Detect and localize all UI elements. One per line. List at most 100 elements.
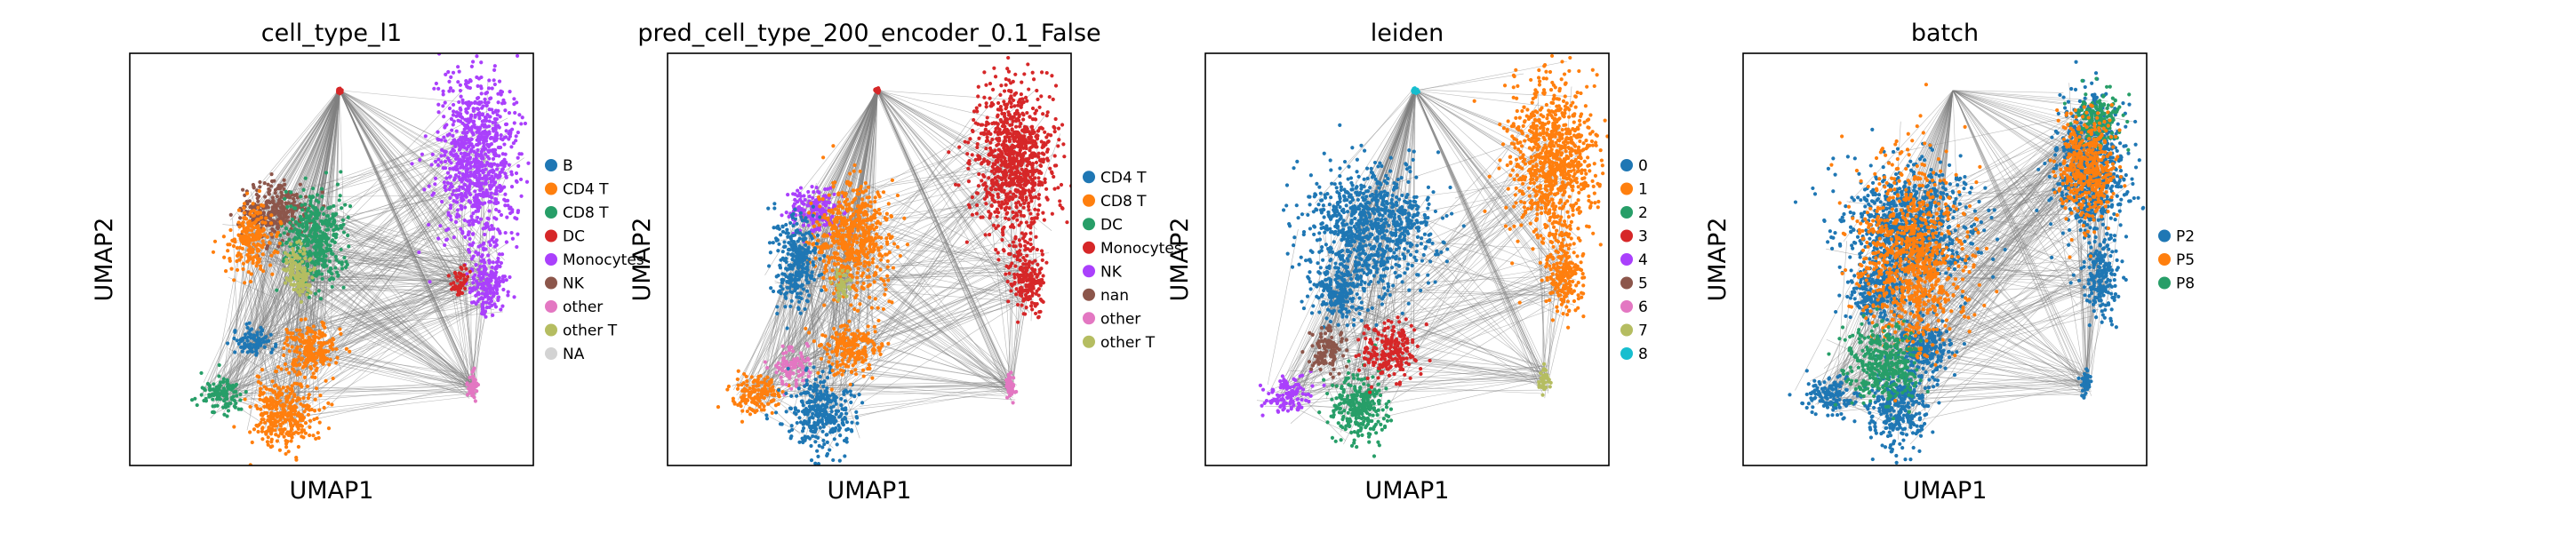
- scatter-point: [321, 211, 326, 217]
- scatter-point: [1027, 208, 1031, 212]
- scatter-point: [248, 205, 252, 210]
- scatter-point: [1030, 124, 1035, 129]
- scatter-point: [466, 274, 470, 279]
- scatter-point: [473, 157, 477, 162]
- scatter-point: [1017, 209, 1021, 214]
- scatter-point: [1011, 240, 1016, 244]
- scatter-point: [282, 231, 286, 235]
- scatter-point: [314, 234, 318, 238]
- scatter-point: [464, 195, 468, 199]
- scatter-point: [451, 89, 455, 93]
- scatter-point: [279, 221, 284, 226]
- scatter-point: [262, 345, 267, 349]
- graph-edge: [221, 279, 461, 399]
- scatter-point: [473, 199, 477, 204]
- scatter-point: [288, 410, 293, 415]
- scatter-point: [499, 212, 504, 218]
- scatter-point: [468, 182, 472, 187]
- graph-edge: [876, 89, 999, 141]
- scatter-point: [306, 340, 310, 345]
- scatter-point: [1002, 89, 1007, 93]
- scatter-point: [1042, 140, 1046, 146]
- scatter-point: [324, 378, 328, 383]
- scatter-point: [461, 159, 467, 163]
- graph-edge: [803, 90, 878, 410]
- scatter-point: [260, 368, 265, 372]
- graph-edge: [876, 90, 1008, 170]
- scatter-point: [207, 394, 212, 399]
- graph-edge: [876, 90, 1023, 313]
- scatter-point: [485, 216, 490, 220]
- scatter-point: [270, 210, 275, 214]
- scatter-point: [328, 338, 332, 343]
- graph-edge: [832, 263, 1028, 413]
- graph-edge: [339, 90, 458, 284]
- scatter-point: [996, 200, 1001, 204]
- scatter-point: [504, 129, 508, 133]
- scatter-point: [346, 233, 350, 238]
- scatter-point: [232, 278, 236, 282]
- scatter-point: [223, 402, 228, 408]
- legend-marker: [545, 300, 557, 313]
- scatter-point: [346, 215, 350, 219]
- scatter-point: [1004, 83, 1008, 87]
- scatter-point: [486, 131, 491, 137]
- scatter-point: [251, 259, 255, 263]
- scatter-point: [418, 157, 422, 163]
- legend-item: other T: [545, 322, 618, 340]
- scatter-point: [289, 335, 293, 339]
- scatter-point: [268, 399, 272, 403]
- scatter-point: [469, 147, 474, 152]
- scatter-point: [468, 103, 472, 107]
- scatter-point: [1014, 204, 1019, 209]
- scatter-point: [240, 246, 245, 251]
- scatter-point: [443, 159, 448, 164]
- graph-edge: [854, 239, 1012, 384]
- scatter-point: [284, 442, 289, 446]
- scatter-point: [499, 307, 503, 312]
- scatter-point: [348, 349, 352, 354]
- legend-item: other: [545, 298, 603, 316]
- scatter-point: [976, 94, 980, 99]
- scatter-point: [1007, 198, 1012, 203]
- scatter-point: [471, 211, 476, 216]
- scatter-point: [341, 222, 346, 227]
- scatter-point: [450, 128, 454, 132]
- graph-edge: [298, 348, 474, 387]
- scatter-point: [308, 326, 312, 331]
- scatter-point: [297, 354, 301, 359]
- scatter-point: [990, 121, 995, 126]
- scatter-point: [502, 142, 507, 147]
- graph-edge: [760, 382, 1016, 401]
- graph-edge: [247, 232, 484, 260]
- scatter-point: [450, 140, 454, 146]
- scatter-point: [449, 218, 453, 222]
- scatter-point: [343, 265, 348, 270]
- scatter-point: [493, 123, 498, 128]
- scatter-point: [211, 250, 216, 254]
- scatter-point: [276, 225, 281, 229]
- scatter-point: [277, 187, 283, 191]
- scatter-point: [469, 300, 475, 305]
- scatter-point: [288, 195, 292, 200]
- scatter-point: [452, 167, 456, 171]
- scatter-point: [471, 219, 476, 223]
- graph-edge: [286, 281, 452, 285]
- scatter-point: [300, 430, 304, 434]
- scatter-point: [213, 390, 218, 394]
- scatter-point: [482, 175, 486, 180]
- scatter-point: [255, 196, 260, 201]
- scatter-point: [488, 170, 492, 174]
- legend-label: CD4 T: [563, 181, 609, 199]
- scatter-point: [326, 401, 331, 406]
- scatter-point: [279, 415, 284, 419]
- scatter-point: [226, 249, 230, 253]
- scatter-point: [260, 413, 265, 418]
- scatter-point: [993, 130, 997, 134]
- scatter-point: [245, 225, 251, 229]
- scatter-point: [268, 263, 273, 267]
- scatter-point: [282, 346, 286, 351]
- scatter-point: [273, 187, 278, 192]
- scatter-point: [284, 438, 288, 443]
- scatter-point: [994, 226, 998, 230]
